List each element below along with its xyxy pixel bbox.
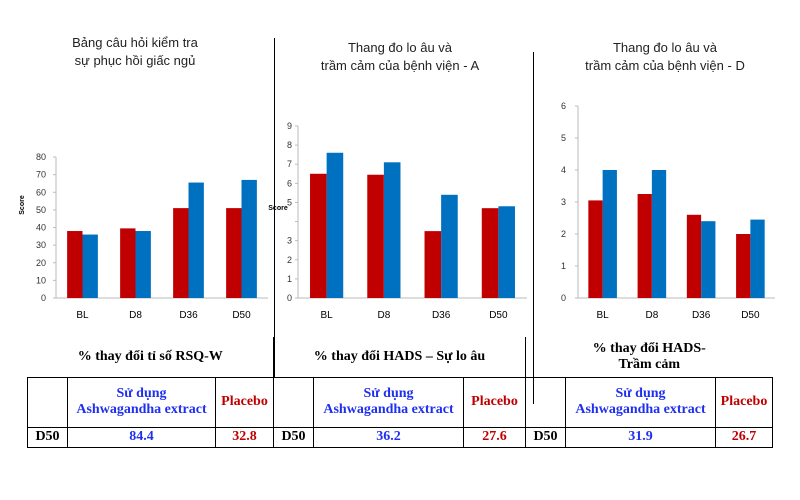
- y-tick-label: 7: [287, 159, 292, 169]
- bar-placebo-d50: [750, 219, 765, 298]
- chart-rsq: 0 10 20 30 40 50 60 70 80 Score BL D8 D36 D50: [19, 152, 268, 321]
- bar-ashwagandha-d36: [173, 208, 189, 298]
- x-tick-label: BL: [76, 310, 89, 321]
- y-axis-label: Score: [268, 205, 288, 212]
- y-tick-label: 30: [36, 240, 46, 250]
- y-tick-label: 5: [287, 197, 292, 207]
- results-header-hads-a: % thay đổi HADS – Sự lo âu: [273, 337, 526, 378]
- x-tick-label: BL: [321, 310, 334, 321]
- y-tick-label: 10: [36, 275, 46, 285]
- y-tick-label: 0: [287, 293, 292, 303]
- chart-title-hads-a: Thang đo lo âu và trầm cảm của bệnh viện…: [320, 40, 480, 73]
- bar-ashwagandha-d36: [686, 214, 702, 298]
- legend-ashwagandha: Sử dụng Ashwagandha extract: [565, 376, 716, 428]
- value-ashwagandha-hads-d: 31.9: [565, 426, 716, 448]
- bar-ashwagandha-bl: [67, 231, 83, 298]
- legend-ashwagandha: Sử dụng Ashwagandha extract: [313, 376, 464, 428]
- x-tick-label: D8: [377, 310, 390, 321]
- divider: [533, 52, 534, 404]
- bar-ashwagandha-d50: [226, 208, 242, 298]
- y-tick-label: 0: [41, 293, 46, 303]
- bar-ashwagandha-d8: [367, 174, 384, 298]
- bar-ashwagandha-bl: [588, 200, 603, 298]
- bar-placebo-d8: [135, 231, 151, 298]
- value-placebo-hads-a: 27.6: [463, 426, 526, 448]
- legend-ashwagandha: Sử dụng Ashwagandha extract: [67, 376, 216, 428]
- row-label: D50: [273, 426, 314, 448]
- x-tick-label: D36: [692, 310, 711, 321]
- bar-placebo-d36: [701, 221, 716, 298]
- divider: [274, 38, 275, 378]
- bar-placebo-d36: [441, 194, 458, 298]
- empty-cell: [27, 376, 68, 428]
- x-tick-label: D50: [232, 310, 251, 321]
- chart-title-hads-d: Thang đo lo âu và trầm cảm của bệnh viện…: [585, 40, 745, 73]
- y-tick-label: 20: [36, 258, 46, 268]
- empty-cell: [273, 376, 314, 428]
- bar-ashwagandha-d8: [637, 194, 652, 298]
- y-tick-label: 6: [561, 101, 566, 111]
- bar-ashwagandha-d50: [481, 208, 499, 298]
- y-tick-label: 5: [561, 133, 566, 143]
- bar-placebo-d8: [383, 162, 401, 298]
- y-tick-label: 6: [287, 178, 292, 188]
- value-placebo-rsq: 32.8: [215, 426, 274, 448]
- y-tick-label: 80: [36, 152, 46, 162]
- chart-hads-d: 0 1 2 3 4 5 6 BL D8 D36 D50: [561, 101, 775, 321]
- y-tick-label: 40: [36, 223, 46, 233]
- y-tick-label: 3: [287, 236, 292, 246]
- y-tick-label: 50: [36, 205, 46, 215]
- y-tick-label: 4: [561, 165, 566, 175]
- empty-cell: [525, 376, 566, 428]
- y-tick-label: 0: [561, 293, 566, 303]
- results-header-hads-d: % thay đổi HADS- Trầm cảm: [525, 337, 773, 378]
- y-tick-label: 8: [287, 140, 292, 150]
- x-tick-label: D8: [645, 310, 658, 321]
- y-tick-label: 70: [36, 170, 46, 180]
- bar-placebo-d50: [498, 206, 515, 298]
- bar-ashwagandha-d36: [424, 231, 442, 298]
- bar-placebo-bl: [82, 234, 98, 298]
- bar-ashwagandha-d8: [120, 228, 136, 298]
- y-tick-label: 3: [561, 197, 566, 207]
- legend-placebo: Placebo: [715, 376, 773, 428]
- row-label: D50: [27, 426, 68, 448]
- value-placebo-hads-d: 26.7: [715, 426, 773, 448]
- row-label: D50: [525, 426, 566, 448]
- results-table: % thay đổi tỉ số RSQ-W % thay đổi HADS –…: [27, 337, 773, 448]
- y-tick-label: 2: [287, 255, 292, 265]
- x-tick-label: D36: [179, 310, 198, 321]
- y-tick-label: 1: [287, 274, 292, 284]
- bar-ashwagandha-d50: [736, 234, 751, 298]
- chart-title-rsq: Bảng câu hỏi kiểm tra sự phục hồi giấc n…: [72, 35, 198, 68]
- bar-placebo-d36: [188, 182, 204, 298]
- bar-placebo-d50: [241, 179, 257, 298]
- x-tick-label: D50: [489, 310, 508, 321]
- y-axis-label: Score: [19, 195, 26, 215]
- bar-placebo-bl: [602, 170, 617, 298]
- x-tick-label: D36: [432, 310, 451, 321]
- bar-placebo-d8: [651, 170, 667, 298]
- y-tick-label: 1: [561, 261, 566, 271]
- chart-hads-a: 0 1 2 3 5 6 7 8 9 Score BL D8 D36 D50: [268, 121, 527, 321]
- value-ashwagandha-rsq: 84.4: [67, 426, 216, 448]
- legend-placebo: Placebo: [215, 376, 274, 428]
- bar-placebo-bl: [326, 152, 344, 298]
- y-tick-label: 9: [287, 121, 292, 131]
- x-tick-label: D8: [129, 310, 142, 321]
- legend-placebo: Placebo: [463, 376, 526, 428]
- results-header-rsq: % thay đổi tỉ số RSQ-W: [27, 337, 274, 378]
- x-tick-label: BL: [597, 310, 610, 321]
- y-tick-label: 2: [561, 229, 566, 239]
- y-tick-label: 60: [36, 187, 46, 197]
- value-ashwagandha-hads-a: 36.2: [313, 426, 464, 448]
- x-tick-label: D50: [741, 310, 760, 321]
- bar-ashwagandha-bl: [310, 173, 327, 298]
